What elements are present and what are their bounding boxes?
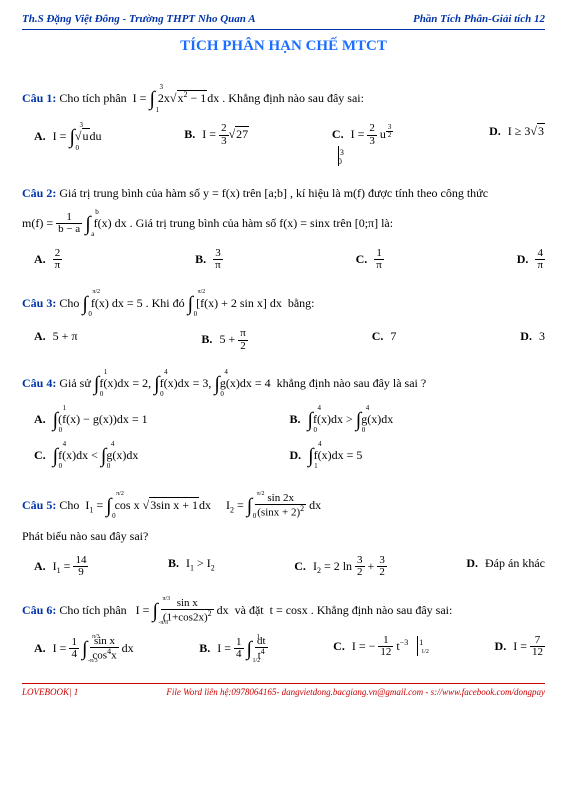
header-left: Th.S Đặng Việt Đông - Trường THPT Nho Qu… [22,12,256,27]
q1-label: Câu 1: [22,91,56,105]
question-6: Câu 6: Cho tích phân I = ∫π/3-π/3 sin x(… [22,597,545,625]
page-footer: LOVEBOOK| 1 File Word liên hệ:0978064165… [22,683,545,699]
q1-choices: A. I = ∫30√udu B. I = 23√27 C. I = 23 u3… [34,123,545,167]
q2-line2: m(f) = 1b − a ∫ba f(x) dx . Giá trị trun… [22,210,545,238]
q4-c: C. ∫40f(x)dx < ∫40g(x)dx [34,442,290,470]
q2-d: D. 4π [517,248,545,272]
q2-choices: A. 2π B. 3π C. 1π D. 4π [34,248,545,272]
page-title: TÍCH PHÂN HẠN CHẾ MTCT [22,36,545,57]
q6-label: Câu 6: [22,603,56,617]
question-3: Câu 3: Cho ∫π/20 f(x) dx = 5 . Khi đó ∫π… [22,290,545,318]
q5-label: Câu 5: [22,498,56,512]
question-1: Câu 1: Cho tích phân I = ∫31 2x√x2 − 1dx… [22,85,545,113]
q1-c: C. I = 23 u32 30 [332,123,406,167]
q3-text: Cho ∫π/20 f(x) dx = 5 . Khi đó ∫π/20 [f(… [59,296,314,310]
q2-text1: Giá trị trung bình của hàm số y = f(x) t… [59,186,488,200]
q5-text1: Cho I1 = ∫π/20 cos x √3sin x + 1dx I2 = … [59,498,321,512]
q5-choices: A. I1 = 149 B. I1 > I2 C. I2 = 2 ln 32 +… [34,555,545,579]
q6-d: D. I = 712 [495,635,545,663]
q5-b: B. I1 > I2 [168,555,215,579]
q2-a: A. 2π [34,248,62,272]
q5-c: C. I2 = 2 ln 32 + 32 [294,555,387,579]
q3-b: B. 5 + π2 [201,328,247,352]
q5-d: D. Đáp án khác [466,555,545,579]
q4-choices: A. ∫10(f(x) − g(x))dx = 1 B. ∫40f(x)dx >… [34,406,545,478]
q3-choices: A. 5 + π B. 5 + π2 C. 7 D. 3 [34,328,545,352]
q6-c: C. I = − 112 t−3 11/2 [333,635,429,663]
header-right: Phần Tích Phân-Giải tích 12 [413,12,545,27]
q4-label: Câu 4: [22,376,56,390]
question-2: Câu 2: Giá trị trung bình của hàm số y =… [22,185,545,202]
question-4: Câu 4: Giả sử ∫10f(x)dx = 2, ∫40f(x)dx =… [22,370,545,398]
q6-choices: A. I = 14 ∫π/3-π/3 sin xcos4x dx B. I = … [34,635,545,663]
q2-label: Câu 2: [22,186,56,200]
page-header: Th.S Đặng Việt Đông - Trường THPT Nho Qu… [22,12,545,30]
q3-c: C. 7 [372,328,397,352]
q3-a: A. 5 + π [34,328,78,352]
q4-b: B. ∫40f(x)dx > ∫40g(x)dx [290,406,546,434]
q6-a: A. I = 14 ∫π/3-π/3 sin xcos4x dx [34,635,134,663]
q1-b: B. I = 23√27 [184,123,249,167]
q5-text2: Phát biểu nào sau đây sai? [22,528,545,545]
q4-a: A. ∫10(f(x) − g(x))dx = 1 [34,406,290,434]
q1-text: Cho tích phân I = ∫31 2x√x2 − 1dx . Khẳn… [59,91,364,105]
q1-d: D. I ≥ 3√3 [489,123,545,167]
q3-label: Câu 3: [22,296,56,310]
footer-left: LOVEBOOK| 1 [22,686,78,699]
q1-a: A. I = ∫30√udu [34,123,102,167]
q6-text: Cho tích phân I = ∫π/3-π/3 sin x(1+cos2x… [59,603,452,617]
question-5: Câu 5: Cho I1 = ∫π/20 cos x √3sin x + 1d… [22,492,545,520]
q3-d: D. 3 [520,328,545,352]
q4-text: Giả sử ∫10f(x)dx = 2, ∫40f(x)dx = 3, ∫40… [59,376,426,390]
q4-d: D. ∫41f(x)dx = 5 [290,442,546,470]
q2-b: B. 3π [195,248,223,272]
q2-c: C. 1π [356,248,384,272]
q6-b: B. I = 14 ∫11/2 dtt4 [199,635,267,663]
footer-right: File Word liên hệ:0978064165- dangvietdo… [166,686,545,699]
q5-a: A. I1 = 149 [34,555,88,579]
